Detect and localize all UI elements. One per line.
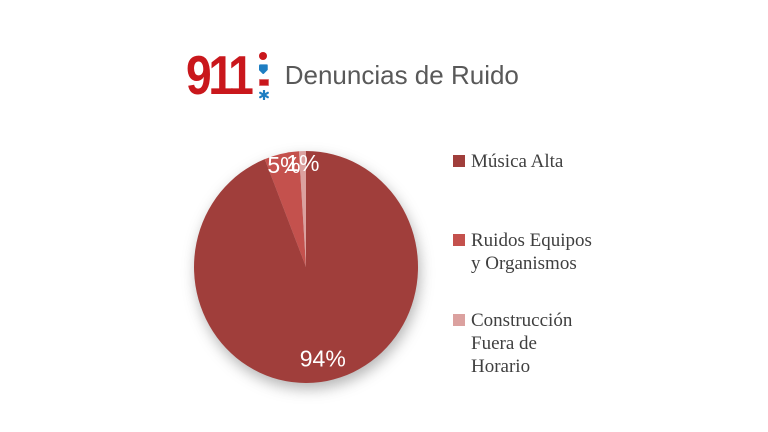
legend-label: Ruidos Equipos y Organismos [471,230,592,274]
blue-star-icon [258,89,269,100]
legend-label: Construcción Fuera de Horario [471,310,573,377]
legend-swatch-ruidos-equipos [453,234,465,246]
logo-icon-column [258,50,269,100]
pie-slice[interactable] [298,151,306,267]
pie-slice-label: 94% [300,345,346,371]
red-flag-icon [258,78,269,86]
legend-item-ruidos-equipos: Ruidos Equipos y Organismos [453,229,663,275]
legend-swatch-musica-alta [453,155,465,167]
pie-slice-label: 1% [286,150,319,176]
legend-label: Música Alta [471,151,564,172]
blue-shield-icon [258,64,268,75]
pie-slice-label: 5% [267,152,300,178]
legend-item-construccion: Construcción Fuera de Horario [453,309,663,378]
legend-item-musica-alta: Música Alta [453,150,663,173]
red-dot-icon [258,52,267,60]
header: 911 Denuncias de Ruido [186,46,519,104]
chart-legend: Música Alta Ruidos Equipos y Organismos … [453,150,663,378]
pie-slice[interactable] [264,151,306,267]
pie-slice[interactable] [194,151,419,383]
page-title: Denuncias de Ruido [284,59,519,90]
logo-911-text: 911 [186,44,254,106]
legend-swatch-construccion [453,314,465,326]
logo-911: 911 [186,44,269,106]
pie-chart: 94% 5%1% [194,150,419,383]
